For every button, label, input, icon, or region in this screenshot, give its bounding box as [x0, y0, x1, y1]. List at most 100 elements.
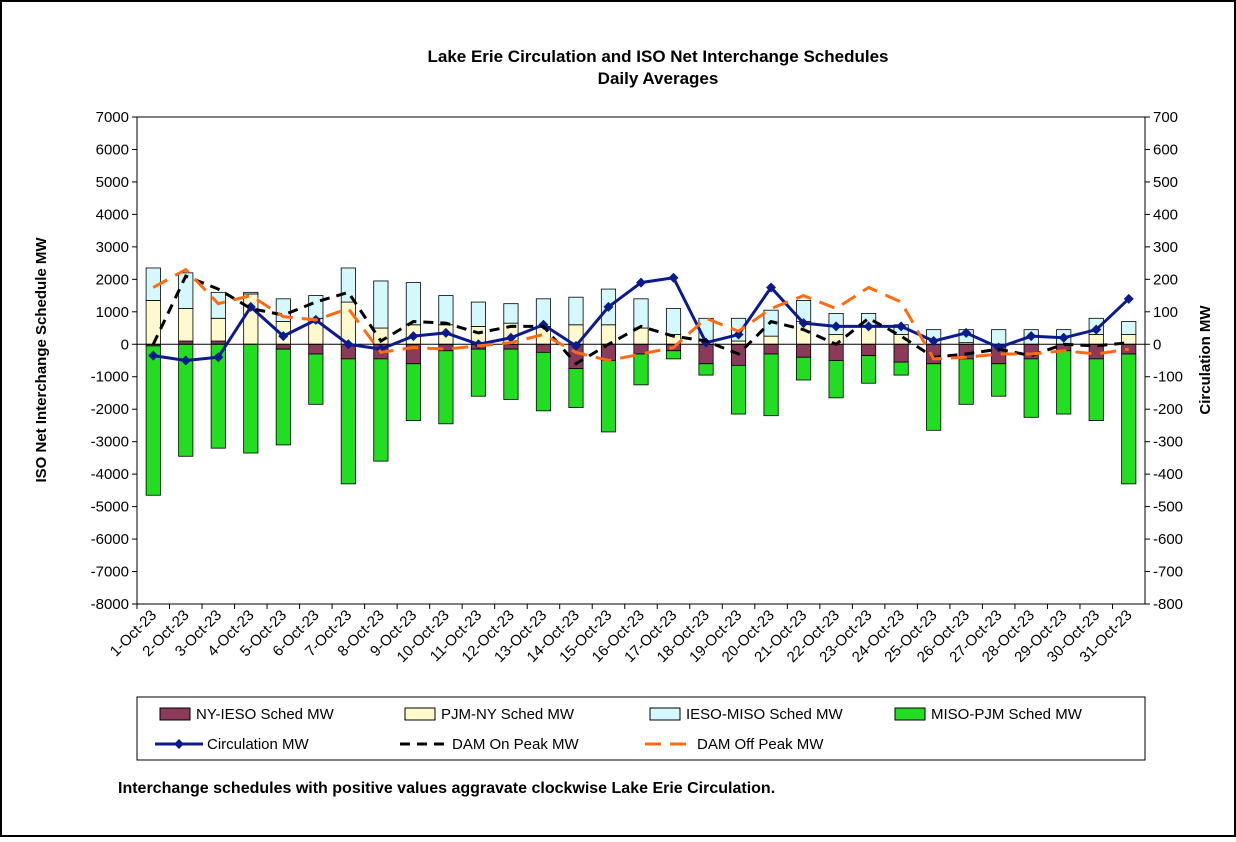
line-marker [636, 277, 646, 288]
line-marker [603, 301, 614, 312]
bar-segment [991, 329, 1007, 345]
y2-tick-label: 700 [1153, 109, 1178, 126]
y2-axis-title: Circulation MW [1197, 305, 1214, 415]
legend-label: DAM On Peak MW [452, 736, 580, 753]
bar-segment [275, 343, 291, 350]
bar-segment [763, 343, 779, 355]
bar-segment [373, 280, 389, 329]
legend-label: MISO-PJM Sched MW [931, 706, 1083, 723]
bar-segment [405, 363, 421, 421]
y-tick-label: 2000 [96, 271, 129, 288]
bar-segment [405, 282, 421, 326]
y-tick-label: -3000 [91, 434, 129, 451]
y-tick-label: -7000 [91, 564, 129, 581]
bar-segment [1023, 343, 1039, 360]
bar-segment [1121, 353, 1137, 485]
line-marker [896, 321, 907, 332]
bar-segment [308, 353, 324, 405]
line-marker [1026, 331, 1037, 342]
line-marker [733, 329, 744, 340]
bar-segment [1121, 321, 1137, 335]
bar-segment [210, 291, 226, 319]
line-series [152, 267, 1129, 363]
y2-tick-label: 400 [1153, 206, 1178, 223]
y2-tick-label: 600 [1153, 141, 1178, 158]
bar-segment [340, 267, 356, 303]
legend-label: PJM-NY Sched MW [441, 706, 575, 723]
bar-segment [568, 368, 584, 408]
bar-segment [145, 345, 161, 496]
bar-segment [210, 317, 226, 342]
y2-tick-label: -200 [1153, 401, 1183, 418]
y-tick-label: -5000 [91, 499, 129, 516]
legend-swatch [159, 707, 191, 721]
legend-swatch [404, 707, 436, 721]
bar-segment [340, 358, 356, 485]
bar-segment [763, 335, 779, 345]
line-marker [1058, 332, 1069, 343]
chart-subtitle: Daily Averages [598, 69, 719, 88]
bar-segment [308, 343, 324, 355]
bar-segment [275, 348, 291, 446]
bar-segment [665, 350, 682, 360]
y2-tick-label: -600 [1153, 531, 1183, 548]
bar-segment [340, 301, 356, 345]
y2-tick-label: -100 [1153, 369, 1183, 386]
y2-tick-label: 0 [1153, 336, 1161, 353]
line-marker [1123, 293, 1134, 304]
chart-title: Lake Erie Circulation and ISO Net Interc… [427, 47, 888, 66]
bar-segment [796, 356, 812, 381]
bar-segment [308, 295, 324, 319]
y-tick-label: -8000 [91, 596, 129, 613]
line-marker [213, 352, 224, 363]
line-marker [766, 282, 777, 293]
bar-segment [1056, 350, 1072, 415]
bar-segment [470, 301, 486, 327]
line-marker [440, 327, 451, 338]
line-marker [961, 327, 972, 338]
bar-segment [730, 364, 747, 415]
bar-segment [861, 343, 877, 357]
y-tick-label: 0 [121, 336, 129, 353]
y2-tick-label: -300 [1153, 434, 1183, 451]
bar-segment [243, 343, 259, 454]
bar-segment [178, 308, 194, 342]
bar-segment [373, 358, 389, 462]
bar-segment [243, 293, 259, 345]
bar-segment [1088, 358, 1104, 421]
line-marker [798, 318, 809, 329]
y-axis-title: ISO Net Interchange Schedule MW [33, 237, 50, 483]
legend-label: DAM Off Peak MW [697, 736, 824, 753]
legend-label: NY-IESO Sched MW [196, 706, 335, 723]
bar-segment [535, 351, 552, 412]
legend-label: Circulation MW [207, 736, 310, 753]
note: Interchange schedules with positive valu… [118, 780, 775, 797]
y2-tick-label: -400 [1153, 466, 1183, 483]
bar-segment [698, 363, 714, 376]
line-marker [278, 331, 289, 342]
bar-segment [568, 296, 584, 326]
y-tick-label: -2000 [91, 401, 129, 418]
y2-tick-label: 200 [1153, 271, 1178, 288]
bar-segment [828, 360, 844, 399]
bar-segment [145, 300, 161, 345]
bar-segment [893, 343, 909, 363]
line-marker [1091, 324, 1102, 335]
bar-segment [600, 360, 617, 433]
line-marker [505, 332, 516, 343]
legend-box [136, 696, 1146, 761]
line-marker [148, 350, 159, 361]
bar-segment [991, 363, 1007, 397]
bar-segment [828, 343, 844, 361]
bar-segment [438, 350, 454, 425]
line-marker [408, 331, 419, 342]
legend-swatch [894, 707, 926, 721]
line-series [151, 274, 1129, 366]
y-tick-label: 6000 [96, 141, 129, 158]
bar-segment [861, 355, 877, 384]
legend-swatch [649, 707, 681, 721]
bar-segment [600, 324, 617, 345]
line-marker [831, 321, 842, 332]
y-tick-label: 5000 [96, 174, 129, 191]
bar-segment [893, 361, 909, 376]
